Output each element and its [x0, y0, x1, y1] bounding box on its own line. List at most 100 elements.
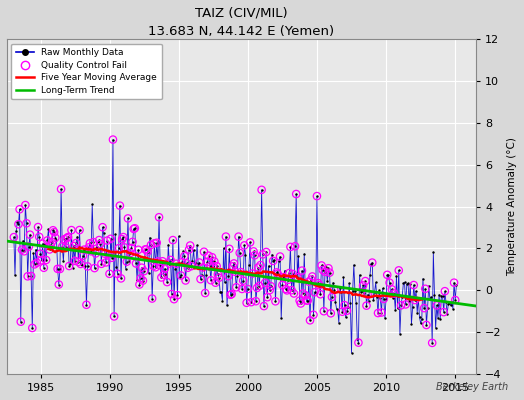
Point [187, 263, 195, 269]
Point [416, 314, 424, 320]
Point [124, 215, 132, 222]
Point [109, 136, 117, 143]
Point [52, 236, 61, 243]
Point [314, 280, 322, 286]
Point [115, 245, 123, 252]
Point [67, 227, 75, 233]
Point [249, 248, 258, 255]
Point [181, 277, 190, 284]
Point [243, 300, 251, 306]
Point [217, 289, 225, 296]
Point [60, 236, 69, 242]
Point [25, 243, 33, 250]
Point [413, 310, 421, 316]
Point [132, 260, 140, 267]
Point [238, 286, 246, 292]
Point [163, 279, 171, 285]
Point [283, 287, 291, 294]
Point [60, 236, 69, 242]
Point [297, 300, 305, 307]
Point [277, 315, 286, 322]
Point [398, 294, 407, 300]
Point [401, 301, 410, 308]
Point [234, 234, 243, 240]
Point [253, 285, 261, 291]
Point [14, 221, 23, 228]
Point [281, 286, 290, 292]
Point [356, 288, 365, 295]
Point [110, 313, 118, 320]
Point [125, 258, 133, 264]
Point [176, 274, 184, 280]
Title: TAIZ (CIV/MIL)
13.683 N, 44.142 E (Yemen): TAIZ (CIV/MIL) 13.683 N, 44.142 E (Yemen… [148, 7, 334, 38]
Point [223, 302, 231, 308]
Point [383, 272, 391, 278]
Point [253, 285, 261, 291]
Point [215, 274, 223, 281]
Point [333, 307, 342, 313]
Point [126, 250, 135, 256]
Point [290, 290, 298, 297]
Point [180, 253, 189, 259]
Point [168, 291, 176, 297]
Point [238, 286, 246, 292]
Point [121, 244, 129, 251]
Point [58, 243, 67, 250]
Point [107, 254, 116, 261]
Point [156, 262, 165, 269]
Point [245, 262, 253, 268]
Point [385, 280, 394, 286]
Point [83, 263, 92, 270]
Point [35, 234, 43, 240]
Text: Berkeley Earth: Berkeley Earth [436, 382, 508, 392]
Point [31, 246, 40, 253]
Point [50, 229, 58, 235]
Point [128, 239, 137, 245]
Point [73, 234, 81, 240]
Point [210, 258, 219, 265]
Point [35, 234, 43, 240]
Point [185, 246, 193, 253]
Point [80, 246, 89, 253]
Point [43, 237, 51, 244]
Point [95, 237, 103, 243]
Point [37, 257, 46, 264]
Point [63, 235, 71, 241]
Point [158, 258, 167, 264]
Point [41, 240, 49, 247]
Point [204, 252, 213, 259]
Point [296, 298, 304, 304]
Point [97, 261, 106, 267]
Point [381, 315, 389, 321]
Point [230, 260, 238, 267]
Point [203, 259, 212, 265]
Point [274, 271, 282, 277]
Point [135, 281, 144, 288]
Point [101, 250, 109, 257]
Point [159, 272, 168, 278]
Point [79, 252, 87, 259]
Point [256, 262, 265, 268]
Point [243, 300, 251, 306]
Point [405, 298, 413, 304]
Point [302, 297, 311, 304]
Point [15, 206, 24, 212]
Point [258, 251, 267, 258]
Point [208, 254, 216, 260]
Point [164, 242, 172, 248]
Point [34, 224, 42, 230]
Point [228, 263, 237, 270]
Point [163, 279, 171, 285]
Point [411, 297, 419, 303]
Point [338, 308, 346, 315]
Point [172, 260, 181, 267]
Point [211, 280, 220, 286]
Y-axis label: Temperature Anomaly (°C): Temperature Anomaly (°C) [507, 137, 517, 276]
Point [161, 265, 169, 272]
Point [109, 136, 117, 143]
Point [257, 187, 266, 193]
Point [17, 318, 25, 325]
Point [154, 258, 162, 265]
Point [116, 202, 124, 209]
Point [254, 264, 263, 271]
